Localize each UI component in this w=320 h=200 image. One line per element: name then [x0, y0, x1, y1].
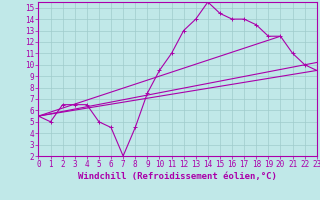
X-axis label: Windchill (Refroidissement éolien,°C): Windchill (Refroidissement éolien,°C) — [78, 172, 277, 181]
